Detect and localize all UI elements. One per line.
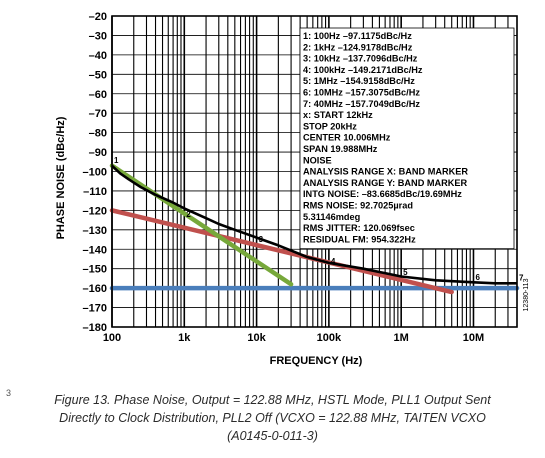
annotation-line: ANALYSIS RANGE Y: BAND MARKER: [303, 178, 468, 188]
y-tick-label: –60: [89, 89, 107, 101]
x-axis-label: FREQUENCY (Hz): [270, 355, 363, 367]
annotation-line: 6: 10MHz –157.3075dBc/Hz: [303, 88, 420, 98]
marker-label-7: 7: [519, 274, 524, 283]
caption-line-1: Figure 13. Phase Noise, Output = 122.88 …: [54, 393, 491, 407]
annotation-line: 1: 100Hz –97.1175dBc/Hz: [303, 31, 412, 41]
y-tick-label: –70: [89, 108, 107, 120]
marker-labels: 1 2 3 4 5 6 7: [114, 156, 524, 283]
axes: –20 –30 –40 –50 –60 –70 –80 –90 –100 –110 –120 –130…: [83, 11, 518, 344]
plot-frame: [111, 15, 518, 328]
annotation-line: ANALYSIS RANGE X: BAND MARKER: [303, 167, 468, 177]
y-tick-label: –110: [83, 186, 107, 198]
x-tick-label: 10M: [463, 332, 484, 344]
marker-label-1: 1: [114, 156, 119, 165]
annotation-line: x: START 12kHz: [303, 110, 373, 120]
annotation-line: 2: 1kHz –124.9178dBc/Hz: [303, 42, 413, 52]
y-tick-label: –160: [83, 283, 107, 295]
series-line-1: [111, 164, 517, 285]
figure-id: 12380-113: [523, 278, 530, 311]
side-marker: 3: [6, 388, 12, 398]
annotation-line: RMS NOISE: 92.7025µrad: [303, 201, 413, 211]
x-tick-label: 10k: [247, 332, 266, 344]
annotation-line: CENTER 10.006MHz: [303, 133, 391, 143]
marker-label-5: 5: [403, 268, 408, 277]
annotation-line: 7: 40MHz –157.7049dBc/Hz: [303, 99, 420, 109]
y-tick-label: –80: [89, 128, 107, 140]
annotation-background: [299, 27, 515, 250]
annotation-line: SPAN 19.988MHz: [303, 144, 378, 154]
annotation-box: 1: 100Hz –97.1175dBc/Hz2: 1kHz –124.9178…: [299, 27, 515, 250]
annotation-line: 3: 10kHz –137.7096dBc/Hz: [303, 54, 418, 64]
y-tick-label: –120: [83, 205, 107, 217]
y-axis-label: PHASE NOISE (dBc/Hz): [55, 116, 67, 239]
caption-line-3: (A0145-0-011-3): [227, 429, 318, 443]
annotation-line: INTG NOISE: –83.6685dBc/19.69MHz: [303, 189, 462, 199]
y-tick-label: –50: [89, 69, 107, 81]
phase-noise-chart: 1 2 3 4 5 6 7 –20 –30 –40 –50 –60 –70 –80 –90 –100 –110…: [55, 11, 530, 367]
annotation-line: 5.31146mdeg: [303, 212, 360, 222]
overlay-line-3: [109, 163, 294, 287]
y-tick-label: –150: [83, 264, 107, 276]
overlay-line-2: [109, 208, 454, 295]
overlay-lines: [109, 163, 520, 295]
y-tick-label: –90: [89, 147, 107, 159]
x-tick-label: 100: [103, 332, 121, 344]
annotation-line: 5: 1MHz –154.9158dBc/Hz: [303, 76, 415, 86]
y-tick-label: –140: [83, 244, 107, 256]
marker-label-6: 6: [475, 273, 480, 282]
annotation-line: 4: 100kHz –149.2171dBc/Hz: [303, 65, 423, 75]
marker-label-2: 2: [186, 210, 191, 219]
marker-label-4: 4: [331, 257, 336, 266]
marker-label-3: 3: [259, 235, 264, 244]
annotation-line: NOISE: [303, 155, 332, 165]
annotation-line: RESIDUAL FM: 954.322Hz: [303, 234, 416, 244]
y-tick-label: –40: [89, 50, 107, 62]
caption-line-2: Directly to Clock Distribution, PLL2 Off…: [59, 411, 486, 425]
y-tick-label: –180: [83, 322, 107, 334]
y-tick-label: –20: [89, 11, 107, 23]
annotation-line: STOP 20kHz: [303, 121, 357, 131]
y-tick-label: –30: [89, 30, 107, 42]
y-tick-label: –170: [83, 303, 107, 315]
x-tick-label: 1k: [178, 332, 191, 344]
y-tick-label: –130: [83, 225, 107, 237]
x-tick-label: 100k: [317, 332, 342, 344]
y-tick-label: –100: [83, 167, 107, 179]
annotation-line: RMS JITTER: 120.069fsec: [303, 223, 415, 233]
series-group: [111, 164, 517, 285]
x-tick-label: 1M: [394, 332, 409, 344]
